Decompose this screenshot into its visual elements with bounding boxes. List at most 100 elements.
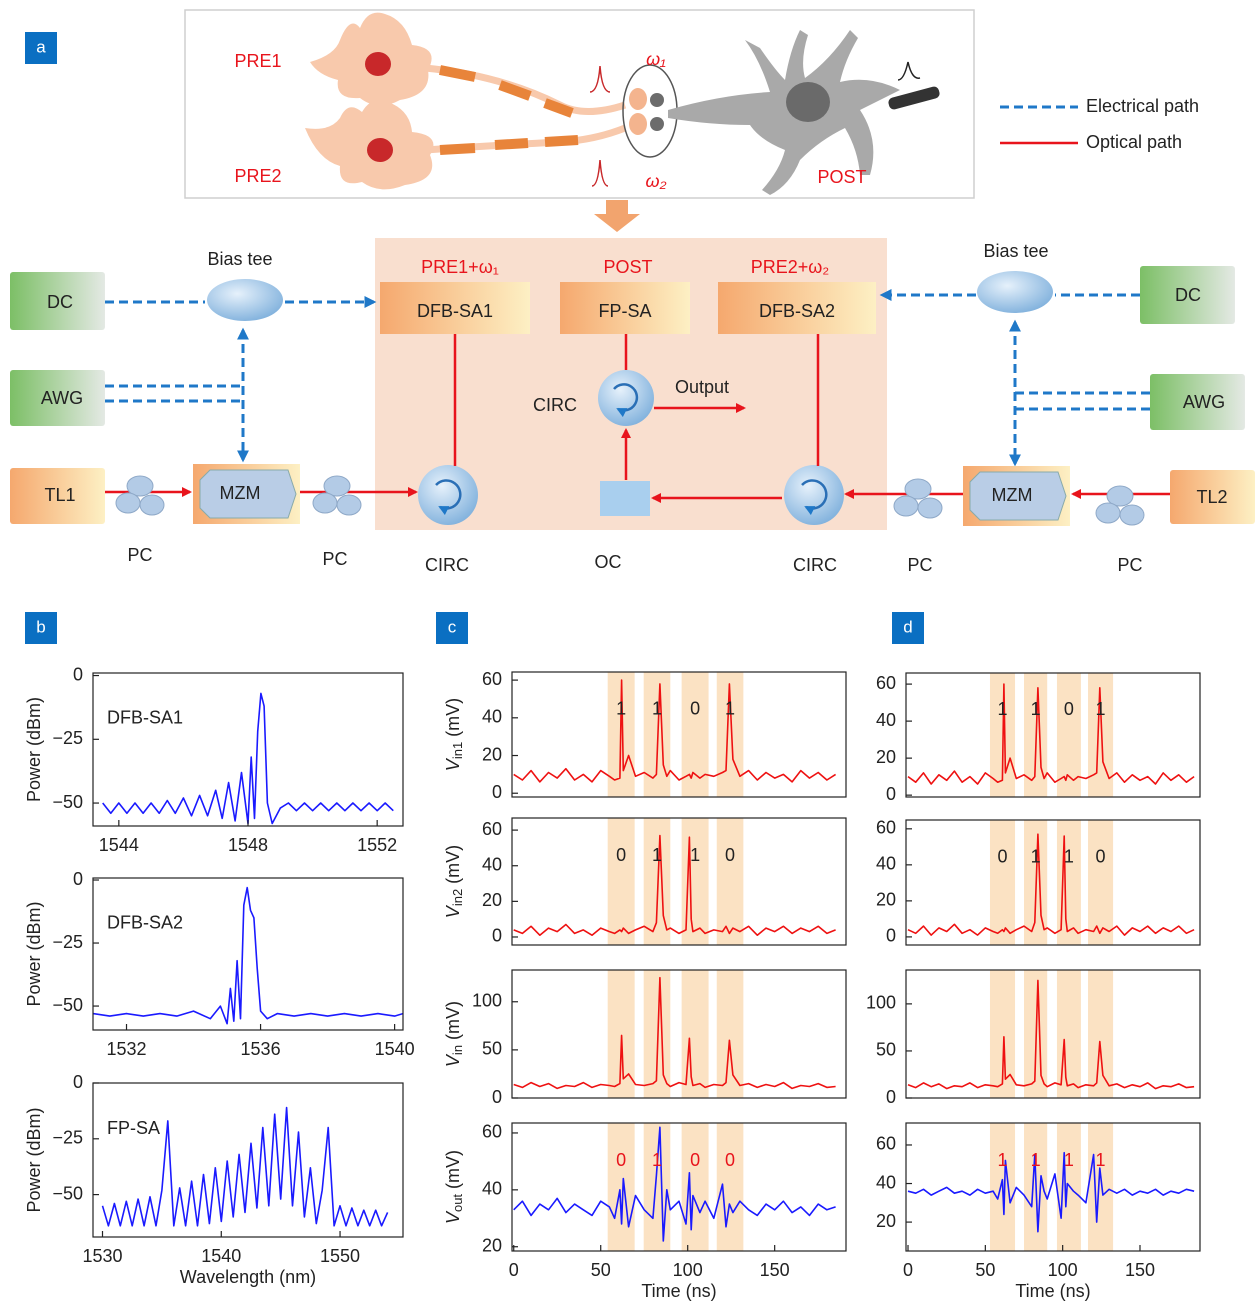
spectrum-label: FP-SA	[107, 1118, 160, 1138]
panel-label-box	[25, 32, 57, 64]
plot-frame	[92, 877, 404, 1031]
y-tick-label: 60	[482, 669, 502, 689]
y-tick-label: 100	[866, 993, 896, 1013]
y-tick-label: 100	[472, 991, 502, 1011]
oc-box	[600, 481, 650, 516]
y-tick-label: 60	[876, 673, 896, 693]
y-tick-label: 40	[482, 1179, 502, 1199]
y-tick-label: 0	[492, 926, 502, 946]
y-tick-label: −50	[52, 995, 83, 1015]
panel-label: a	[36, 37, 46, 56]
plot-frame	[511, 969, 847, 1099]
highlight-band	[716, 970, 744, 1098]
y-axis-label: Power (dBm)	[24, 697, 44, 802]
x-tick-label: 150	[760, 1260, 790, 1280]
spike-icon	[589, 65, 611, 93]
bit-label: 1	[1064, 1150, 1074, 1170]
bit-label: 1	[1031, 699, 1041, 719]
omega2-label: ω₂	[646, 171, 667, 191]
plot-frame	[905, 1122, 1201, 1252]
bit-label: 0	[616, 845, 626, 865]
laser-box	[560, 282, 690, 334]
bias-tee	[977, 271, 1053, 313]
spike-icon	[591, 159, 609, 187]
panel-label-box	[436, 612, 468, 644]
highlight-band	[681, 1123, 709, 1251]
y-tick-label: 20	[482, 1235, 502, 1255]
y-axis-label: Power (dBm)	[24, 901, 44, 1006]
y-tick-label: 40	[876, 710, 896, 730]
circ-label: CIRC	[425, 555, 469, 575]
bit-label: 0	[725, 845, 735, 865]
highlight-band	[607, 1123, 635, 1251]
y-axis-label-subscript: in1	[450, 742, 465, 759]
mzm-label: MZM	[992, 485, 1033, 505]
y-tick-label: −50	[52, 1183, 83, 1203]
plot-frame	[905, 819, 1201, 946]
y-axis-label-unit: (mV)	[443, 1001, 463, 1040]
y-tick-label: −25	[52, 1128, 83, 1148]
output-label: Output	[675, 377, 729, 397]
oc-label: OC	[595, 552, 622, 572]
highlight-band	[1056, 970, 1081, 1098]
awg-box	[10, 370, 105, 426]
plot-frame	[511, 671, 847, 798]
data-line	[513, 834, 836, 936]
bit-label: 1	[652, 698, 662, 718]
data-line	[101, 1106, 389, 1227]
x-tick-label: 100	[673, 1260, 703, 1280]
post-label: POST	[817, 167, 866, 187]
y-tick-label: 60	[482, 819, 502, 839]
y-tick-label: −25	[52, 932, 83, 952]
laser-box	[380, 282, 530, 334]
pre2-omega-label: PRE2+ω₂	[751, 257, 830, 277]
x-tick-label: 100	[1048, 1260, 1078, 1280]
bit-label: 1	[652, 845, 662, 865]
laser-label: FP-SA	[598, 301, 651, 321]
circulator-arrow	[801, 479, 828, 516]
y-tick-label: 40	[482, 854, 502, 874]
x-tick-label: 50	[591, 1260, 611, 1280]
bit-label: 1	[1096, 699, 1106, 719]
data-line	[907, 833, 1195, 936]
x-tick-label: 1550	[320, 1246, 360, 1266]
y-axis-label-symbol: V	[443, 1210, 463, 1224]
legend-optical: Optical path	[1086, 132, 1182, 152]
highlight-band	[1088, 970, 1114, 1098]
bias-tee	[207, 279, 283, 321]
panel-label: b	[36, 617, 45, 636]
x-tick-label: 0	[903, 1260, 913, 1280]
x-tick-label: 0	[509, 1260, 519, 1280]
post-neuron	[668, 30, 940, 195]
tl-box	[1170, 470, 1255, 524]
bit-label: 1	[1064, 846, 1074, 866]
y-tick-label: 20	[482, 890, 502, 910]
data-line	[907, 979, 1195, 1090]
bit-label: 1	[997, 699, 1007, 719]
highlight-band	[1056, 1123, 1081, 1251]
bit-label: 0	[1096, 846, 1106, 866]
mzm-body	[199, 469, 297, 519]
awg-label: AWG	[41, 388, 83, 408]
bit-label: 1	[725, 698, 735, 718]
synapse-dot	[650, 117, 664, 131]
highlight-band	[1088, 1123, 1114, 1251]
y-tick-label: 0	[492, 1087, 502, 1107]
y-tick-label: 40	[876, 1172, 896, 1192]
highlight-band	[607, 970, 635, 1098]
circulator	[418, 465, 478, 525]
y-tick-label: 0	[886, 926, 896, 946]
y-tick-label: 0	[73, 1072, 83, 1092]
pre1-label: PRE1	[234, 51, 281, 71]
post-chip-label: POST	[603, 257, 652, 277]
y-tick-label: 0	[73, 869, 83, 889]
x-tick-label: 50	[975, 1260, 995, 1280]
highlight-band	[681, 672, 709, 797]
bias-tee-label: Bias tee	[207, 249, 272, 269]
y-axis-label-unit: (mV)	[443, 698, 463, 737]
down-arrow	[594, 200, 640, 232]
data-line	[513, 1126, 836, 1242]
pc-label: PC	[907, 555, 932, 575]
y-tick-label: 20	[876, 890, 896, 910]
